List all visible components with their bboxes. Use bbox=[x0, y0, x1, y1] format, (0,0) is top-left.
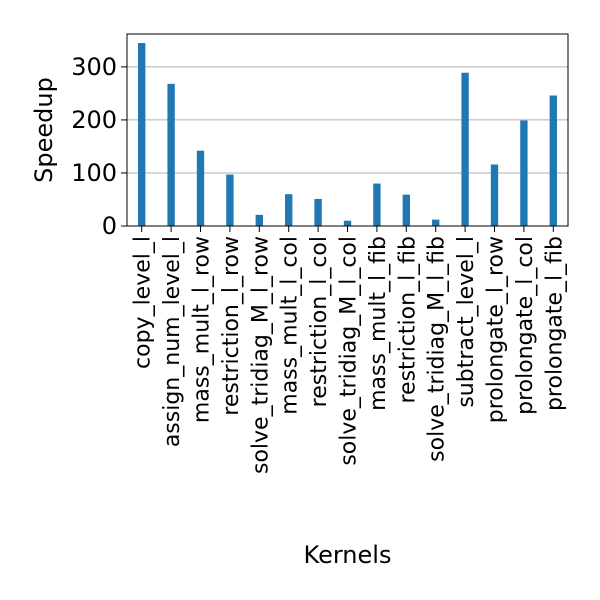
bar bbox=[549, 95, 557, 226]
x-tick-label: prolongate_l_col bbox=[513, 236, 538, 415]
bar bbox=[520, 120, 528, 226]
bar bbox=[432, 219, 440, 226]
x-tick-label: mass_mult_l_row bbox=[190, 236, 215, 423]
bar-series bbox=[138, 43, 557, 227]
x-axis-ticks: copy_level_l assign_num_level_l mass_mult_… bbox=[131, 226, 567, 474]
bar bbox=[490, 164, 499, 226]
x-axis-label: Kernels bbox=[304, 541, 392, 569]
bar bbox=[402, 194, 410, 226]
x-tick-label: restriction_l_col bbox=[307, 236, 332, 407]
y-tick-label: 100 bbox=[71, 159, 117, 187]
x-tick-label: assign_num_level_l bbox=[160, 236, 185, 447]
y-axis-label: Speedup bbox=[30, 77, 58, 183]
gridlines bbox=[127, 66, 568, 227]
bar bbox=[343, 220, 352, 226]
x-tick-label: solve_tridiag_M_l_row bbox=[248, 236, 273, 474]
x-tick-label: mass_mult_l_fib bbox=[366, 236, 391, 411]
bar bbox=[226, 174, 234, 226]
bar bbox=[314, 198, 322, 226]
bar bbox=[255, 214, 263, 226]
x-tick-label: subtract_level_l bbox=[454, 236, 479, 408]
x-tick-label: restriction_l_fib bbox=[395, 236, 420, 404]
bar bbox=[196, 150, 205, 226]
x-tick-label: mass_mult_l_col bbox=[278, 236, 303, 415]
y-tick-label: 200 bbox=[71, 106, 117, 134]
x-tick-label: prolongate_l_fib bbox=[542, 236, 567, 411]
x-tick-label: solve_tridiag_M_l_col bbox=[337, 236, 362, 466]
y-axis-ticks: 0 100 200 300 bbox=[71, 53, 127, 240]
bar bbox=[285, 194, 293, 226]
y-tick-label: 0 bbox=[102, 212, 117, 240]
bar bbox=[373, 183, 381, 226]
y-tick-label: 300 bbox=[71, 53, 117, 81]
x-tick-label: copy_level_l bbox=[131, 236, 156, 369]
x-tick-label: solve_tridiag_M_l_fib bbox=[425, 236, 450, 462]
bar bbox=[461, 72, 469, 226]
x-tick-label: prolongate_l_row bbox=[484, 236, 509, 423]
x-tick-label: restriction_l_row bbox=[219, 236, 244, 416]
bar bbox=[138, 43, 146, 227]
bar bbox=[167, 83, 175, 226]
plot-frame bbox=[126, 33, 569, 227]
